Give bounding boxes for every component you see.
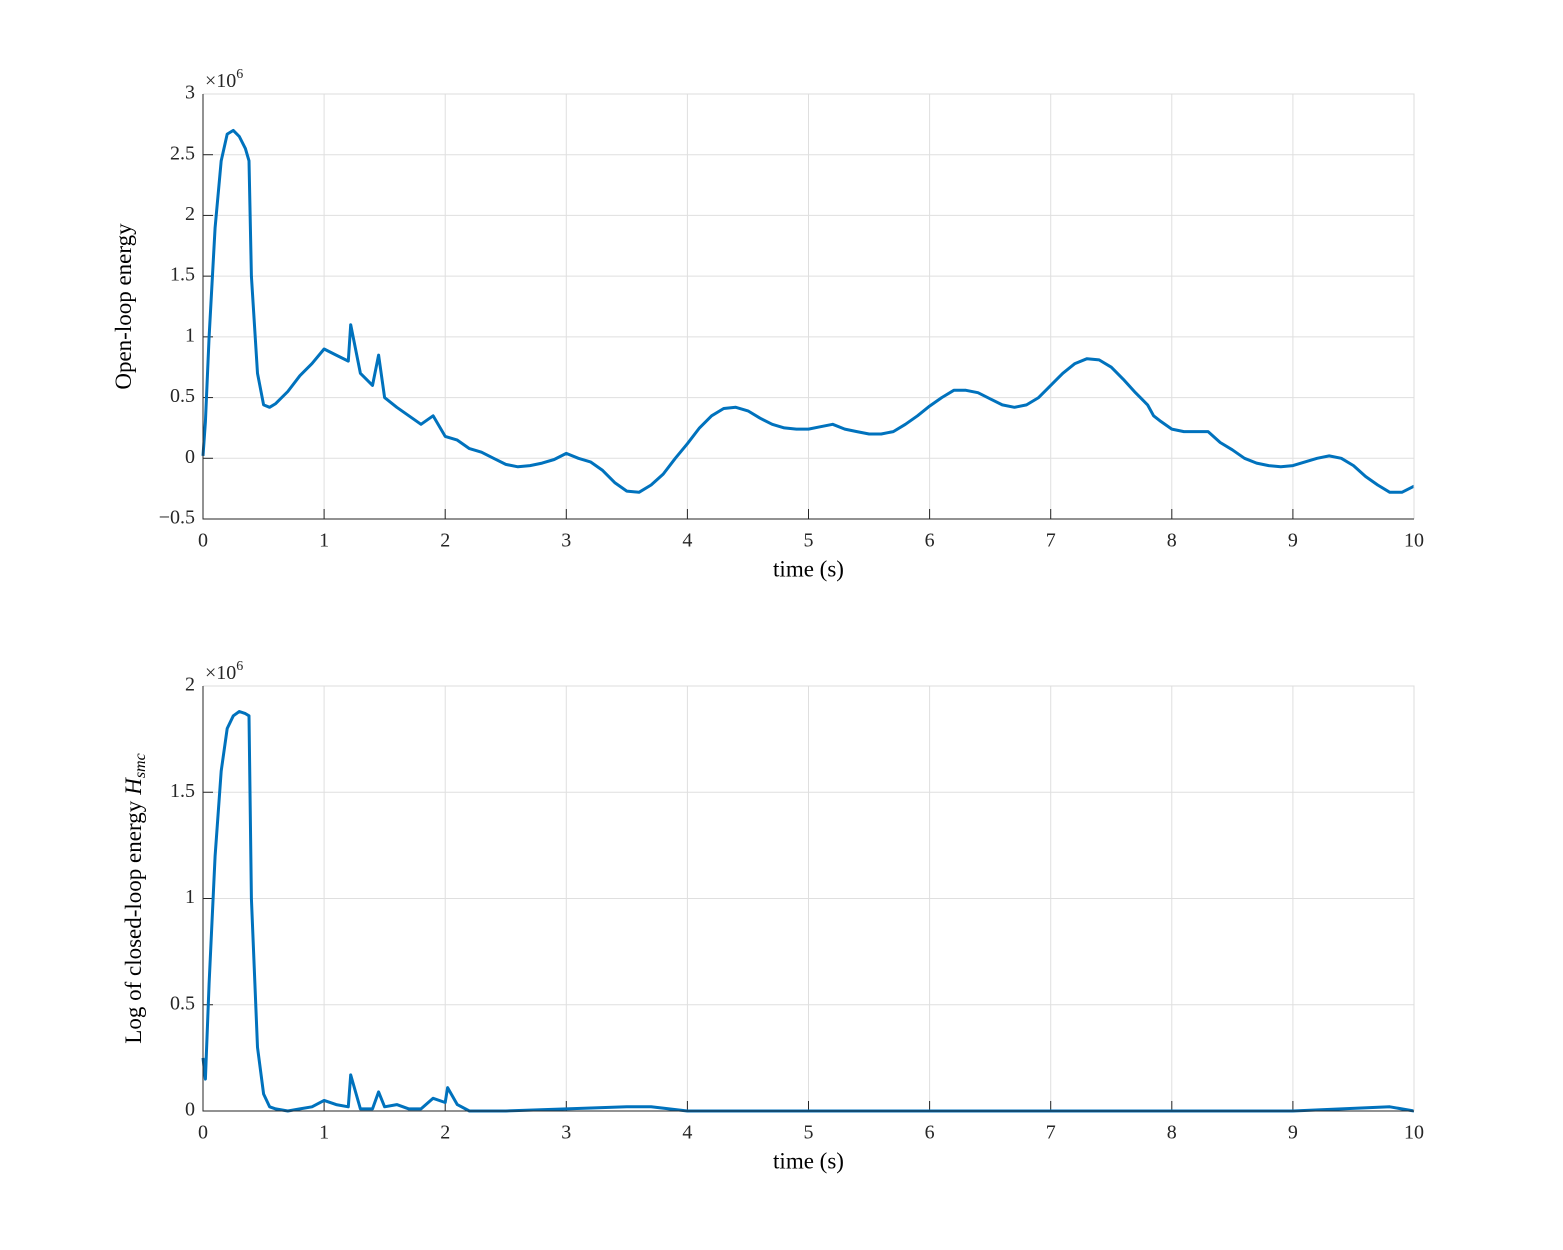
- y-tick-label: 1.5: [170, 780, 195, 802]
- x-tick-label: 4: [682, 530, 692, 552]
- x-tick-label: 1: [319, 1122, 329, 1144]
- y-multiplier-power: 6: [236, 659, 243, 674]
- y-multiplier-base: ×10: [205, 662, 236, 684]
- axes-lines: [202, 686, 1414, 1112]
- x-tick-label: 6: [925, 1122, 935, 1144]
- x-tick-label: 3: [561, 530, 571, 552]
- y-tick-label: 1.5: [170, 264, 195, 286]
- x-axis-label: time (s): [773, 556, 844, 581]
- data-line: [201, 128, 1415, 494]
- x-tick-label: 3: [561, 1122, 571, 1144]
- x-tick-label: 5: [804, 530, 814, 552]
- y-multiplier-power: 6: [236, 67, 243, 82]
- axes-box: [203, 93, 1415, 519]
- y-tick-label: 0.5: [170, 992, 195, 1014]
- y-axis-label: Open-loop energy: [111, 223, 136, 390]
- y-multiplier: ×106: [205, 659, 243, 683]
- y-tick-label: 0: [185, 1099, 195, 1121]
- x-axis-label: time (s): [773, 1148, 844, 1173]
- x-tick-label: 2: [440, 1122, 450, 1144]
- x-tick-label: 5: [804, 1122, 814, 1144]
- x-tick-label: 8: [1167, 530, 1177, 552]
- y-tick-label: 1: [185, 324, 195, 346]
- y-tick-label: 2.5: [170, 142, 195, 164]
- y-axis-label-subscript: smc: [132, 753, 149, 778]
- x-tick-label: 1: [319, 530, 329, 552]
- x-tick-label: 0: [198, 1122, 208, 1144]
- x-tick-label: 6: [925, 530, 935, 552]
- y-axis-label-text: Open-loop energy: [111, 223, 136, 390]
- x-tick-label: 4: [682, 1122, 692, 1144]
- y-axis-label: Log of closed-loop energy Hsmc: [121, 753, 148, 1043]
- y-axis-label-symbol: H: [121, 777, 146, 796]
- x-tick-label: 9: [1288, 1122, 1298, 1144]
- y-multiplier-base: ×10: [205, 70, 236, 92]
- y-tick-label: 0: [185, 446, 195, 468]
- x-tick-label: 9: [1288, 530, 1298, 552]
- y-axis-label-text: Log of closed-loop energy: [121, 800, 146, 1043]
- y-tick-label: −0.5: [159, 507, 195, 529]
- x-tick-label: 10: [1404, 530, 1424, 552]
- x-tick-label: 0: [198, 530, 208, 552]
- x-tick-label: 7: [1046, 530, 1056, 552]
- x-tick-label: 8: [1167, 1122, 1177, 1144]
- y-tick-label: 1: [185, 886, 195, 908]
- y-tick-label: 0.5: [170, 385, 195, 407]
- y-tick-label: 2: [185, 674, 195, 696]
- axes-lines: [202, 94, 1414, 520]
- x-tick-label: 10: [1404, 1122, 1424, 1144]
- y-multiplier: ×106: [205, 67, 243, 91]
- data-line: [201, 710, 1415, 1113]
- x-tick-label: 7: [1046, 1122, 1056, 1144]
- y-tick-label: 2: [185, 203, 195, 225]
- axes-box: [203, 685, 1415, 1111]
- y-tick-label: 3: [185, 82, 195, 104]
- x-tick-label: 2: [440, 530, 450, 552]
